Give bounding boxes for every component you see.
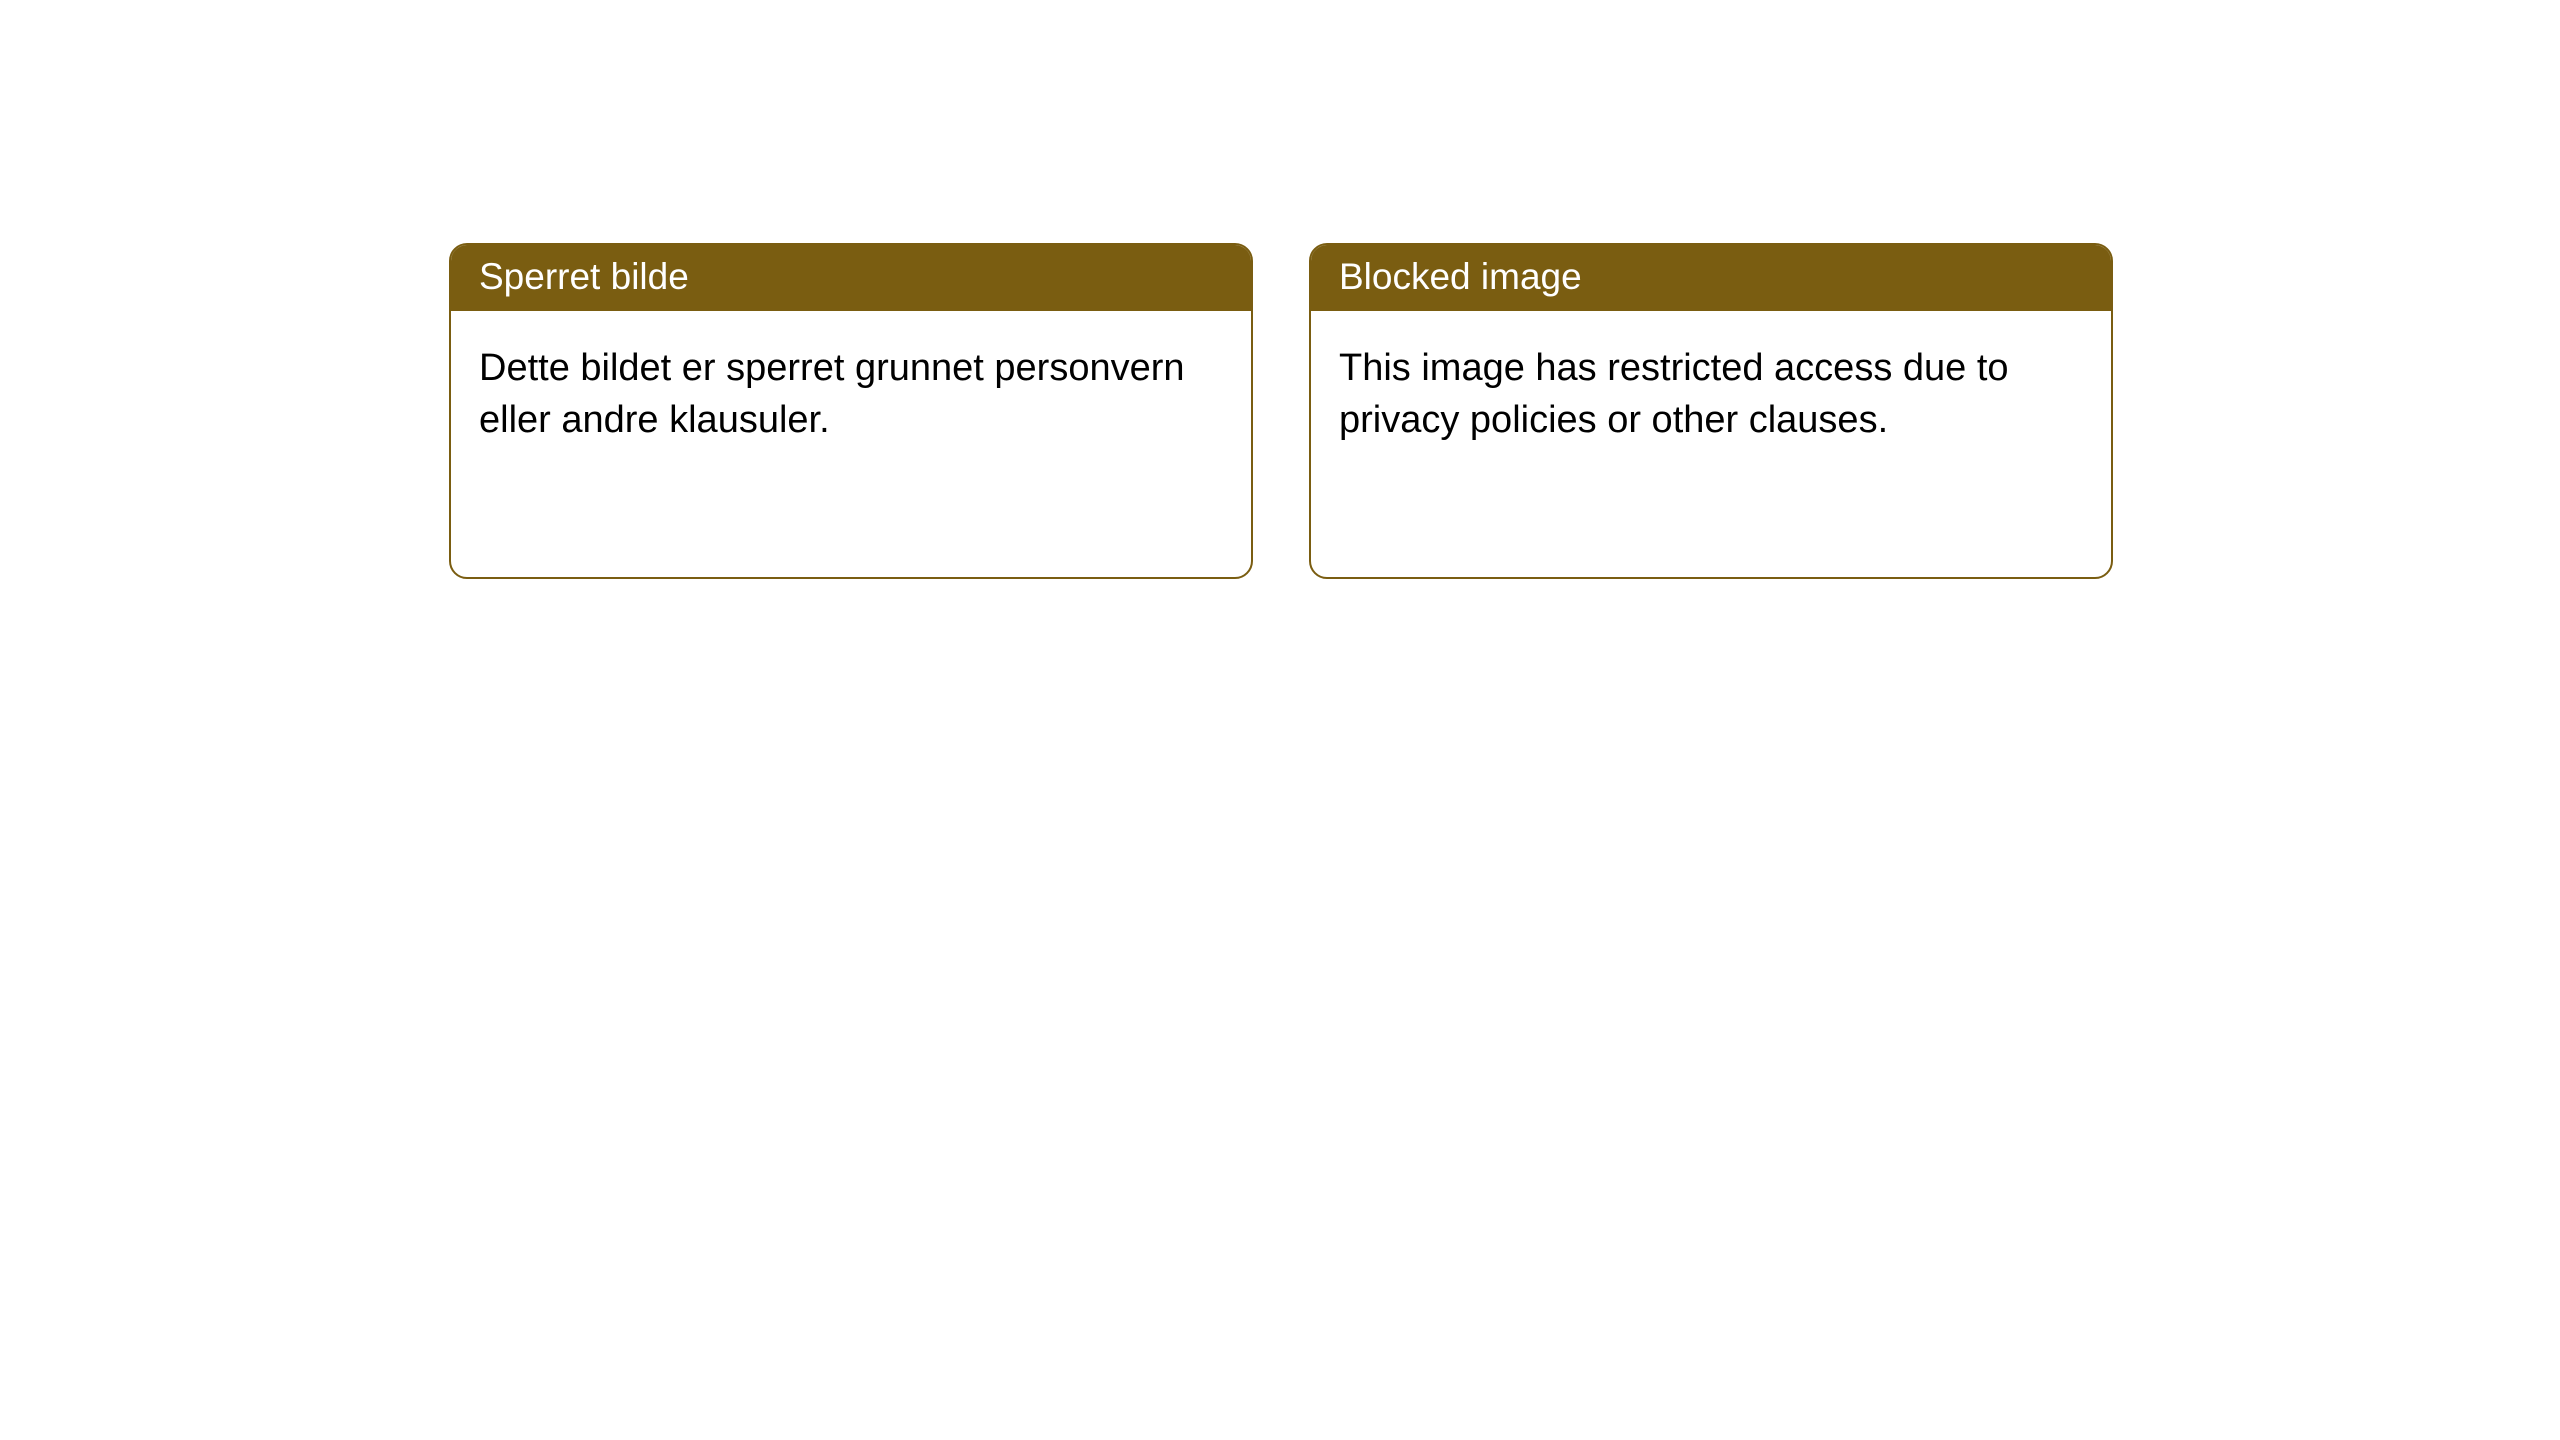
notice-card-norwegian: Sperret bilde Dette bildet er sperret gr… <box>449 243 1253 579</box>
notice-title: Blocked image <box>1311 245 2111 311</box>
notice-body: This image has restricted access due to … <box>1311 311 2111 478</box>
notice-title: Sperret bilde <box>451 245 1251 311</box>
notice-card-english: Blocked image This image has restricted … <box>1309 243 2113 579</box>
notice-container: Sperret bilde Dette bildet er sperret gr… <box>0 0 2560 579</box>
notice-body: Dette bildet er sperret grunnet personve… <box>451 311 1251 478</box>
